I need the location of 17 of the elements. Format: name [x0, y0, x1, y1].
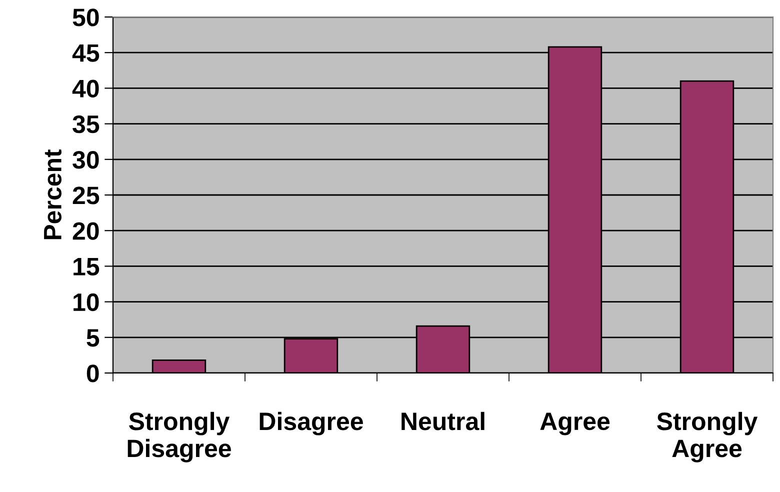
y-tick-label: 10	[74, 293, 99, 312]
y-tick-label: 0	[86, 364, 99, 382]
x-tick-label: Strongly Agree	[657, 412, 758, 462]
y-tick-label: 20	[72, 222, 99, 240]
x-tick-label: Strongly Disagree	[128, 412, 231, 462]
y-tick-label: 5	[86, 329, 100, 347]
x-tick-label: Agree	[540, 412, 610, 436]
y-tick-label: 40	[72, 80, 99, 98]
y-tick-label: 45	[72, 44, 100, 62]
y-tick-label: 30	[72, 151, 99, 169]
y-tick-label: 50	[72, 8, 99, 26]
x-tick-label: Neutral	[402, 412, 484, 430]
y-axis-title: Percent	[44, 149, 62, 240]
x-tick-label: Disagree	[260, 412, 363, 436]
y-tick-label: 15	[74, 258, 100, 276]
y-tick-label: 35	[72, 115, 100, 134]
y-tick-label: 25	[72, 186, 100, 204]
